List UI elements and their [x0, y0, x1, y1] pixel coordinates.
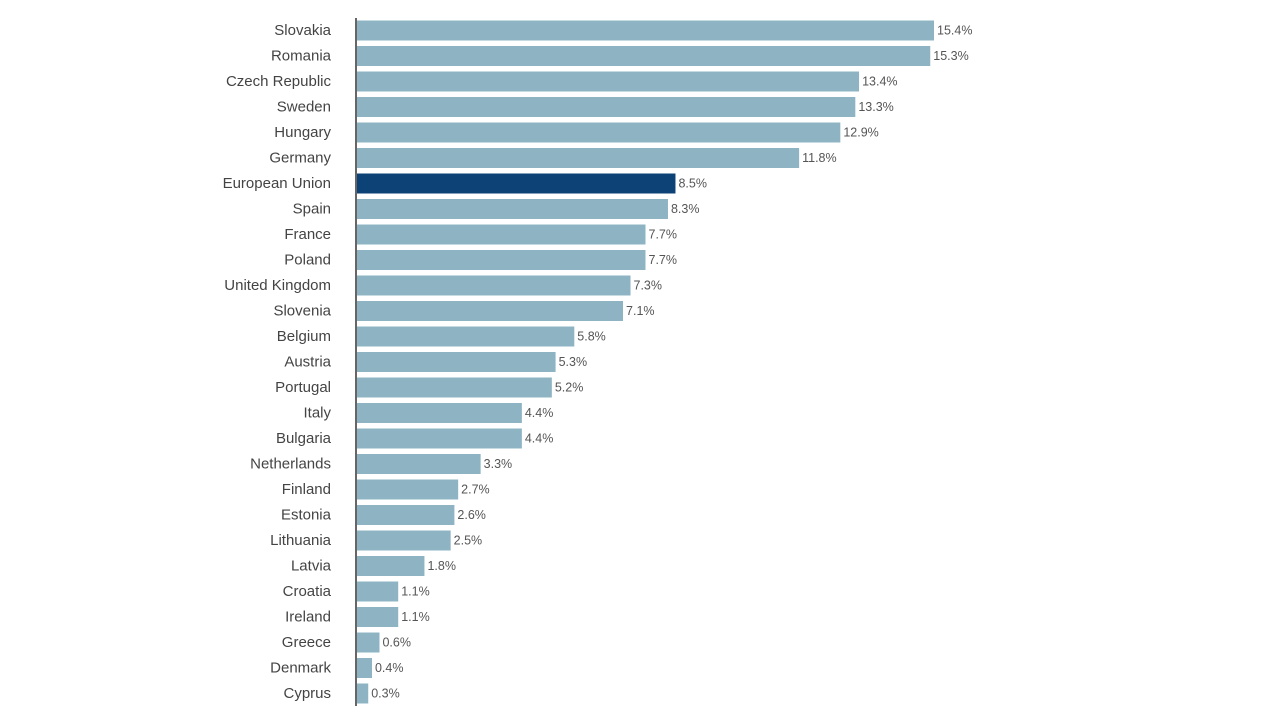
category-label-italy: Italy	[303, 405, 331, 422]
category-label-netherlands: Netherlands	[250, 456, 331, 473]
category-label-austria: Austria	[284, 354, 331, 371]
category-label-belgium: Belgium	[277, 328, 331, 345]
category-label-germany: Germany	[269, 150, 331, 167]
labels-layer: Slovakia 15.4% Romania 15.3% Czech Republic 1…	[223, 22, 973, 702]
bar-greece	[357, 632, 380, 653]
category-label-cyprus: Cyprus	[283, 685, 331, 702]
value-label-france: 7.7%	[649, 228, 678, 242]
value-label-finland: 2.7%	[461, 483, 490, 497]
bar-poland	[357, 250, 646, 270]
value-label-poland: 7.7%	[649, 253, 678, 267]
value-label-latvia: 1.8%	[427, 559, 456, 573]
value-label-belgium: 5.8%	[577, 330, 606, 344]
value-label-spain: 8.3%	[671, 202, 700, 216]
bar-sweden	[357, 97, 856, 117]
bar-slovakia	[357, 20, 934, 41]
bar-czech-republic	[357, 71, 860, 92]
bar-hungary	[357, 122, 841, 143]
bar-spain	[357, 199, 668, 219]
bar-france	[357, 224, 646, 245]
bar-finland	[357, 479, 459, 500]
value-label-slovakia: 15.4%	[937, 24, 972, 38]
category-label-romania: Romania	[271, 48, 332, 65]
value-label-hungary: 12.9%	[843, 126, 878, 140]
bar-ireland	[357, 607, 399, 627]
bar-netherlands	[357, 454, 481, 474]
category-label-denmark: Denmark	[270, 660, 331, 677]
category-label-united-kingdom: United Kingdom	[224, 277, 331, 294]
category-label-portugal: Portugal	[275, 379, 331, 396]
bar-romania	[357, 46, 931, 66]
category-label-croatia: Croatia	[283, 583, 332, 600]
value-label-italy: 4.4%	[525, 406, 554, 420]
bar-lithuania	[357, 530, 451, 551]
category-label-ireland: Ireland	[285, 609, 331, 626]
bar-cyprus	[357, 683, 369, 704]
bar-italy	[357, 403, 522, 423]
value-label-greece: 0.6%	[382, 636, 411, 650]
bar-germany	[357, 148, 800, 168]
category-label-spain: Spain	[293, 201, 331, 218]
bar-latvia	[357, 556, 425, 576]
bar-european-union	[357, 173, 676, 194]
value-label-sweden: 13.3%	[858, 100, 893, 114]
category-label-lithuania: Lithuania	[270, 532, 332, 549]
category-label-latvia: Latvia	[291, 558, 332, 575]
bar-belgium	[357, 326, 575, 347]
bar-denmark	[357, 658, 372, 678]
value-label-lithuania: 2.5%	[454, 534, 483, 548]
bar-bulgaria	[357, 428, 522, 449]
bar-estonia	[357, 505, 455, 525]
value-label-united-kingdom: 7.3%	[634, 279, 663, 293]
value-label-croatia: 1.1%	[401, 585, 430, 599]
category-label-sweden: Sweden	[277, 99, 331, 116]
value-label-ireland: 1.1%	[401, 610, 430, 624]
bars-layer	[357, 20, 934, 704]
value-label-denmark: 0.4%	[375, 661, 404, 675]
category-label-slovenia: Slovenia	[273, 303, 331, 320]
value-label-romania: 15.3%	[933, 49, 968, 63]
category-label-european-union: European Union	[223, 175, 331, 192]
value-label-czech-republic: 13.4%	[862, 75, 897, 89]
category-label-bulgaria: Bulgaria	[276, 430, 332, 447]
value-label-cyprus: 0.3%	[371, 687, 400, 701]
bar-slovenia	[357, 301, 624, 321]
bar-portugal	[357, 377, 552, 398]
value-label-estonia: 2.6%	[457, 508, 486, 522]
bar-austria	[357, 352, 556, 372]
bar-united-kingdom	[357, 275, 631, 296]
value-label-netherlands: 3.3%	[484, 457, 512, 471]
category-label-france: France	[284, 226, 331, 243]
category-label-czech-republic: Czech Republic	[226, 73, 332, 90]
category-label-hungary: Hungary	[274, 124, 331, 141]
value-label-european-union: 8.5%	[678, 177, 707, 191]
category-label-slovakia: Slovakia	[274, 22, 331, 39]
value-label-austria: 5.3%	[559, 355, 588, 369]
category-label-greece: Greece	[282, 634, 331, 651]
value-label-bulgaria: 4.4%	[525, 432, 554, 446]
category-label-finland: Finland	[282, 481, 331, 498]
category-label-poland: Poland	[284, 252, 331, 269]
value-label-slovenia: 7.1%	[626, 304, 655, 318]
value-label-portugal: 5.2%	[555, 381, 584, 395]
category-label-estonia: Estonia	[281, 507, 332, 524]
bar-croatia	[357, 581, 399, 602]
value-label-germany: 11.8%	[802, 151, 837, 165]
